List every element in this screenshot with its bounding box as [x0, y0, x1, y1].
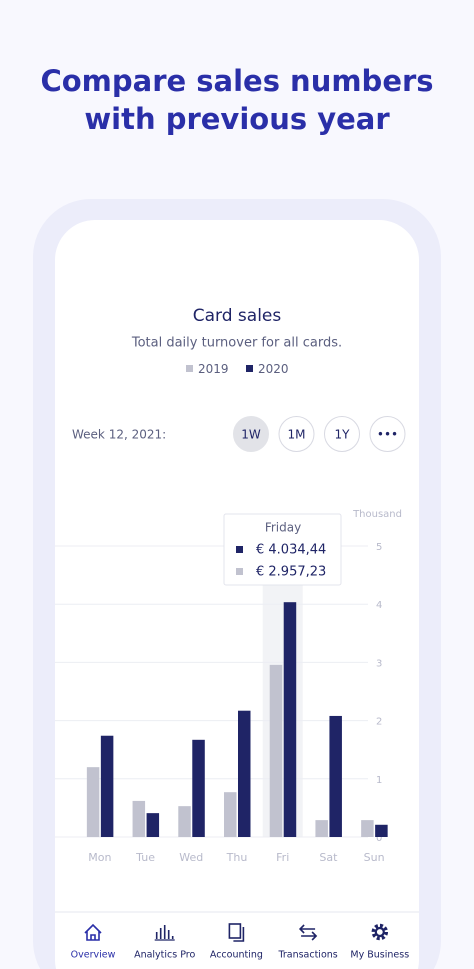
headline: with previous year: [84, 102, 390, 136]
y-tick-label: 3: [376, 658, 382, 669]
icon-shape: [374, 926, 385, 938]
phone-screen: [55, 220, 419, 969]
legend-label: 2020: [258, 362, 289, 376]
bar: [283, 602, 297, 837]
period-selector: 1W 1M 1Y •••: [233, 416, 406, 452]
tooltip-value: € 4.034,44: [256, 543, 326, 558]
nav-label[interactable]: My Business: [350, 950, 409, 961]
nav-label[interactable]: Transactions: [277, 950, 337, 961]
y-tick-label: 2: [376, 717, 382, 728]
x-tick-label: Wed: [179, 851, 203, 864]
icon-shape: [298, 924, 318, 941]
legend-swatch: [246, 365, 253, 372]
bar: [224, 792, 237, 837]
nav-icon[interactable]: [228, 923, 245, 942]
bar: [146, 813, 160, 837]
tooltip-value: € 2.957,23: [256, 565, 326, 580]
y-tick-label: 0: [376, 833, 382, 844]
x-tick-label: Fri: [276, 851, 289, 864]
bar: [100, 735, 114, 837]
tooltip-box: [223, 513, 342, 586]
nav-item[interactable]: Accounting: [210, 923, 263, 961]
icon-shape: [84, 923, 102, 941]
legend-label: 2019: [198, 362, 229, 376]
bar: [132, 800, 146, 837]
bar: [238, 710, 251, 837]
nav-icon[interactable]: [371, 923, 389, 941]
bar: [361, 820, 374, 837]
bar: [192, 739, 205, 837]
period-button[interactable]: [278, 416, 315, 452]
period-button[interactable]: [369, 416, 406, 452]
y-tick-label: 1: [376, 775, 382, 786]
nav-label[interactable]: Overview: [71, 950, 116, 961]
tooltip-title: Friday: [265, 521, 301, 535]
icon-shape: [233, 927, 245, 942]
legend-swatch: [186, 365, 193, 372]
y-tick-label: 5: [376, 542, 382, 553]
nav-item[interactable]: Transactions: [277, 924, 338, 961]
nav-icon[interactable]: [154, 925, 175, 941]
icon-shape: [228, 923, 242, 939]
nav-item[interactable]: Overview: [71, 923, 116, 961]
bar: [269, 664, 283, 837]
bar: [315, 820, 328, 837]
icon-shape: [371, 923, 389, 941]
highlight-band: [262, 585, 303, 837]
nav-item[interactable]: Analytics Pro: [134, 925, 196, 961]
week-label: Week 12, 2021:: [72, 428, 166, 442]
chart-title: Card sales: [193, 306, 282, 326]
plot: 0 1 2 3 4 5 Mon Tue Wed Thu Fri Sat Sun Friday € 4.034…: [55, 513, 388, 864]
x-tick-label: Tue: [135, 851, 155, 864]
tooltip-swatch: [236, 546, 243, 553]
x-tick-label: Thu: [226, 851, 248, 864]
y-axis-label: Thousand: [352, 509, 402, 520]
legend: 2019 2020: [186, 362, 289, 376]
bar: [329, 715, 342, 837]
period-button[interactable]: [233, 416, 269, 452]
y-tick-label: 4: [376, 600, 382, 611]
x-tick-label: Mon: [88, 851, 111, 864]
bottom-nav: Overview Analytics Pro Accounting Transacti…: [55, 911, 419, 961]
nav-icon[interactable]: [84, 923, 102, 941]
bar: [86, 767, 100, 837]
period-label[interactable]: 1M: [288, 428, 306, 442]
x-tick-label: Sat: [319, 851, 338, 864]
x-tick-label: Sun: [364, 851, 385, 864]
nav-item[interactable]: My Business: [350, 923, 409, 961]
period-label[interactable]: 1W: [241, 428, 261, 442]
nav-label[interactable]: Analytics Pro: [134, 950, 195, 961]
nav-label[interactable]: Accounting: [210, 950, 263, 961]
chart-subtitle: Total daily turnover for all cards.: [131, 336, 342, 351]
headline: Compare sales numbers: [40, 64, 433, 98]
period-label[interactable]: •••: [377, 428, 398, 442]
bar: [375, 824, 388, 837]
period-button[interactable]: [324, 416, 360, 452]
tooltip-swatch: [236, 568, 243, 575]
nav-icon[interactable]: [298, 924, 318, 941]
period-label[interactable]: 1Y: [335, 428, 351, 442]
bar: [178, 806, 191, 837]
